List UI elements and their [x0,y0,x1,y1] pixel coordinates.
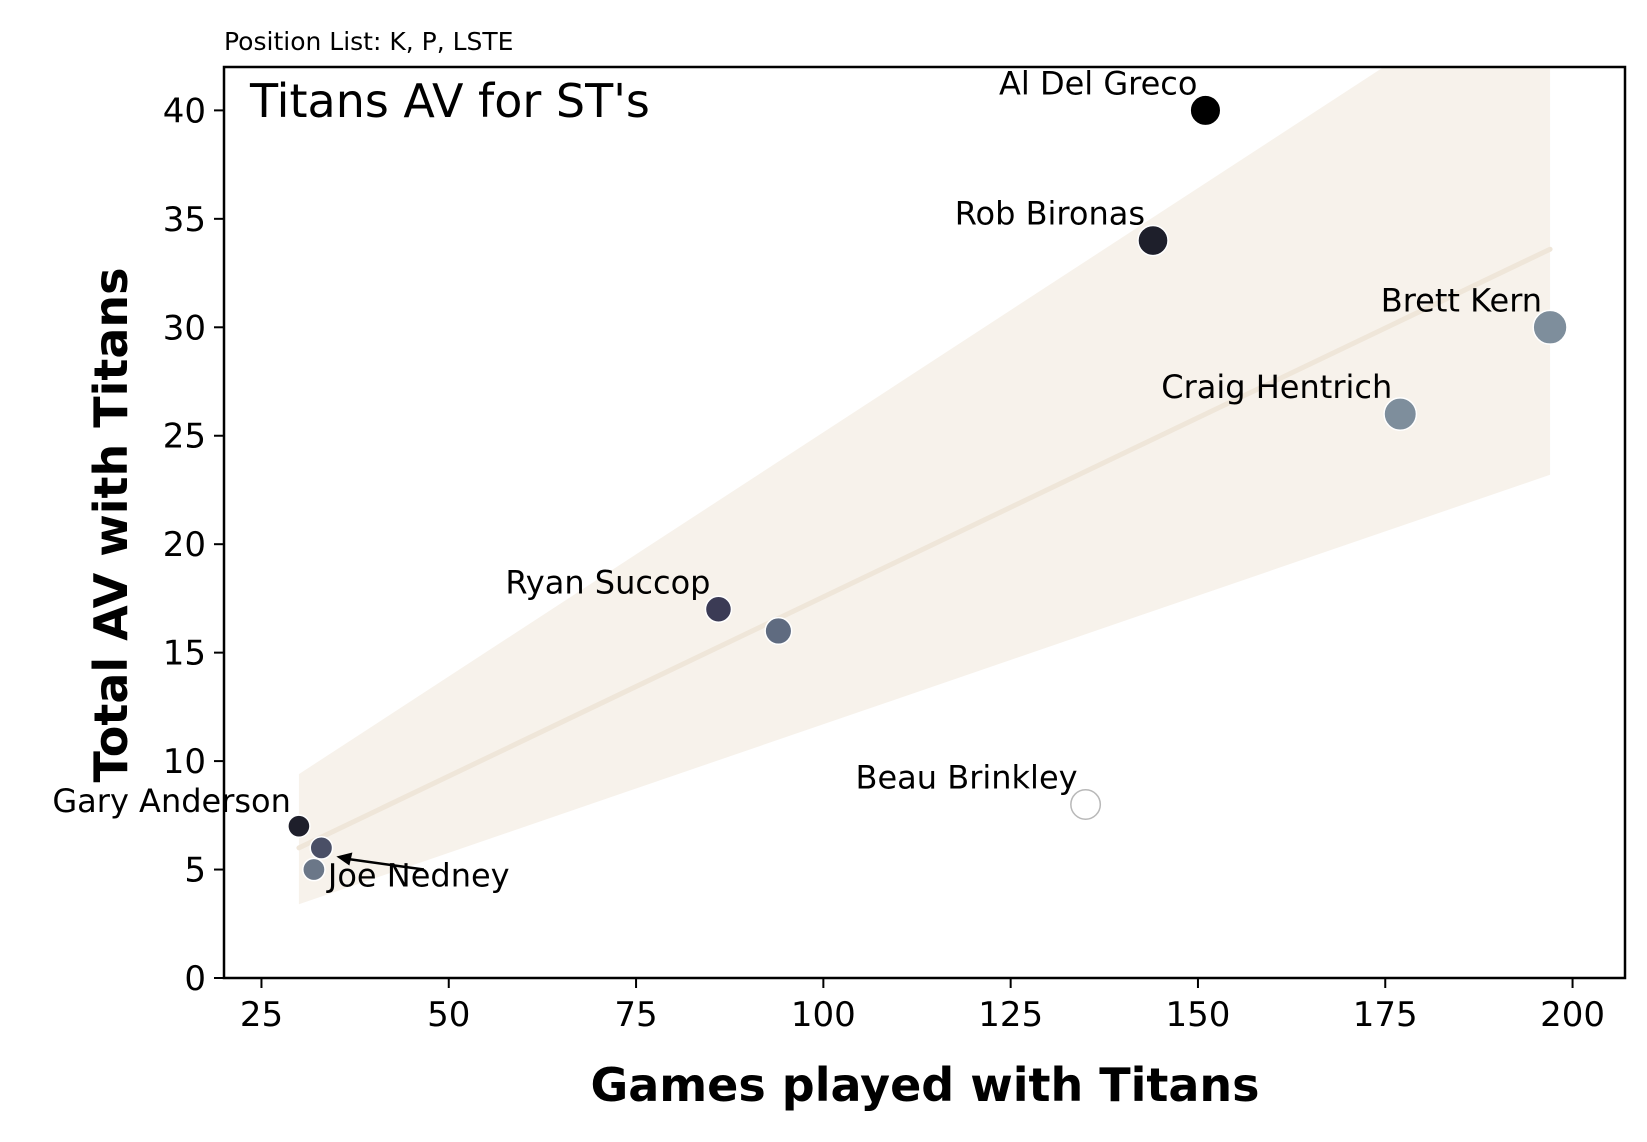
y-tick-label: 30 [163,308,206,348]
regression-line-layer [296,246,1553,851]
y-tick-label: 25 [163,417,206,457]
point-label: Ryan Succop [505,563,710,601]
x-axis-title: Games played with Titans [590,1058,1259,1112]
y-tick-label: 35 [163,200,206,240]
data-points-layer [287,94,1568,882]
data-point [302,857,326,882]
x-tick-label: 50 [427,995,470,1035]
x-tick-label: 200 [1540,995,1605,1035]
data-point [1383,397,1418,431]
point-label: Brett Kern [1381,281,1542,319]
data-point [1532,309,1568,345]
y-tick-label: 15 [163,634,206,674]
y-tick-label: 10 [163,742,206,782]
y-axis-title: Total AV with Titans [84,267,138,782]
confidence-band-layer [298,67,1551,905]
x-tick-label: 150 [1166,995,1231,1035]
x-tick-label: 175 [1353,995,1418,1035]
y-tick-label: 0 [184,959,206,999]
plot-frame [222,65,1627,980]
chart-title: Titans AV for ST's [249,74,650,128]
x-tick-label: 25 [240,995,283,1035]
y-tick-label: 20 [163,525,206,565]
point-label: Al Del Greco [999,64,1197,102]
data-point [764,616,793,645]
y-tick-label: 40 [163,91,206,131]
data-point [704,595,733,624]
x-tick-label: 100 [791,995,856,1035]
point-labels-layer: Al Del Greco Rob Bironas Brett Kern Craig H… [52,64,1542,894]
annotation-arrow [336,852,425,871]
point-label: Joe Nedney [326,857,510,895]
data-point [1070,789,1102,820]
x-tick-label: 75 [614,995,657,1035]
point-label: Gary Anderson [52,782,291,820]
data-point [1189,94,1222,127]
annotation-arrow-head [336,852,353,866]
axes-layer: 25 50 75 100 125 150 175 200 0 5 10 15 20 25 30 35 40 [163,65,1627,1035]
chart-subtitle: Position List: K, P, LSTE [224,27,513,56]
x-tick-label: 125 [978,995,1043,1035]
data-point [287,814,311,838]
regression-line [296,246,1553,851]
point-label: Craig Hentrich [1161,368,1392,406]
point-label: Beau Brinkley [856,758,1078,796]
data-point [309,835,334,860]
y-tick-label: 5 [184,851,206,891]
data-point [1137,224,1169,257]
point-label: Rob Bironas [955,195,1145,233]
confidence-band [298,67,1551,905]
annotation-arrow-shaft [344,857,425,871]
